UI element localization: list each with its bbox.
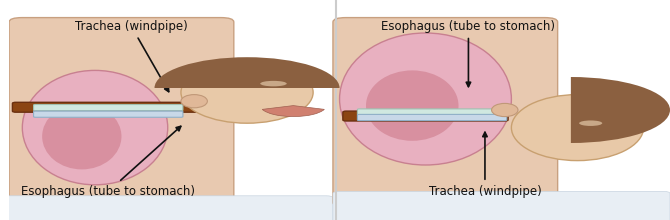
FancyBboxPatch shape xyxy=(333,18,557,207)
Ellipse shape xyxy=(340,33,511,165)
Ellipse shape xyxy=(181,95,208,108)
Text: Trachea (windpipe): Trachea (windpipe) xyxy=(75,20,188,92)
Wedge shape xyxy=(262,106,324,117)
Ellipse shape xyxy=(366,70,458,141)
Text: Trachea (windpipe): Trachea (windpipe) xyxy=(429,132,541,198)
Ellipse shape xyxy=(181,62,313,123)
FancyBboxPatch shape xyxy=(343,111,508,121)
FancyBboxPatch shape xyxy=(3,196,333,220)
Ellipse shape xyxy=(579,121,602,126)
Wedge shape xyxy=(571,77,670,143)
Ellipse shape xyxy=(42,103,121,169)
FancyBboxPatch shape xyxy=(357,114,507,121)
FancyBboxPatch shape xyxy=(9,18,234,207)
Wedge shape xyxy=(155,57,340,88)
FancyBboxPatch shape xyxy=(13,102,204,112)
FancyBboxPatch shape xyxy=(34,104,183,111)
Ellipse shape xyxy=(492,103,518,117)
FancyBboxPatch shape xyxy=(333,191,670,220)
Ellipse shape xyxy=(511,95,644,161)
FancyBboxPatch shape xyxy=(357,109,507,115)
Ellipse shape xyxy=(260,81,287,86)
Text: Esophagus (tube to stomach): Esophagus (tube to stomach) xyxy=(21,126,195,198)
Ellipse shape xyxy=(22,70,168,185)
FancyBboxPatch shape xyxy=(34,111,183,117)
Text: Esophagus (tube to stomach): Esophagus (tube to stomach) xyxy=(381,20,555,87)
